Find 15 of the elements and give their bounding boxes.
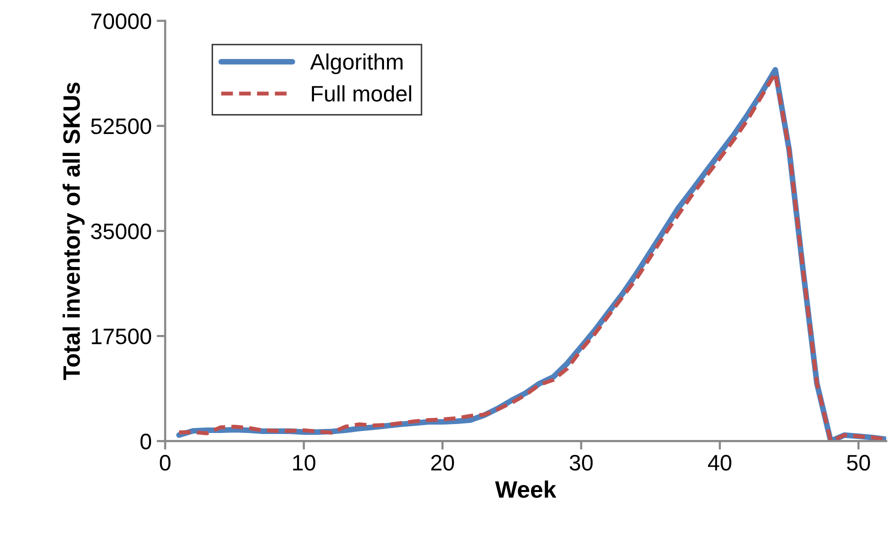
x-tick-label: 10 <box>293 454 316 471</box>
x-tick-label: 50 <box>847 454 870 471</box>
legend-label: Algorithm <box>310 53 402 74</box>
legend-label: Full model <box>312 85 412 102</box>
x-tick-label: 40 <box>708 454 732 471</box>
y-tick-label: 52500 <box>91 118 152 134</box>
x-axis-title: Week <box>495 480 556 498</box>
x-tick-label: 30 <box>570 454 593 471</box>
y-tick-label: 35000 <box>91 223 152 240</box>
x-tick-label: 20 <box>431 454 454 471</box>
y-axis-title: Total inventory of all SKUs <box>62 82 85 380</box>
y-tick-label: 70000 <box>91 13 152 30</box>
y-tick-label: 0 <box>140 434 152 450</box>
y-tick-label: 17500 <box>92 328 152 344</box>
x-tick-label: 0 <box>160 454 170 471</box>
